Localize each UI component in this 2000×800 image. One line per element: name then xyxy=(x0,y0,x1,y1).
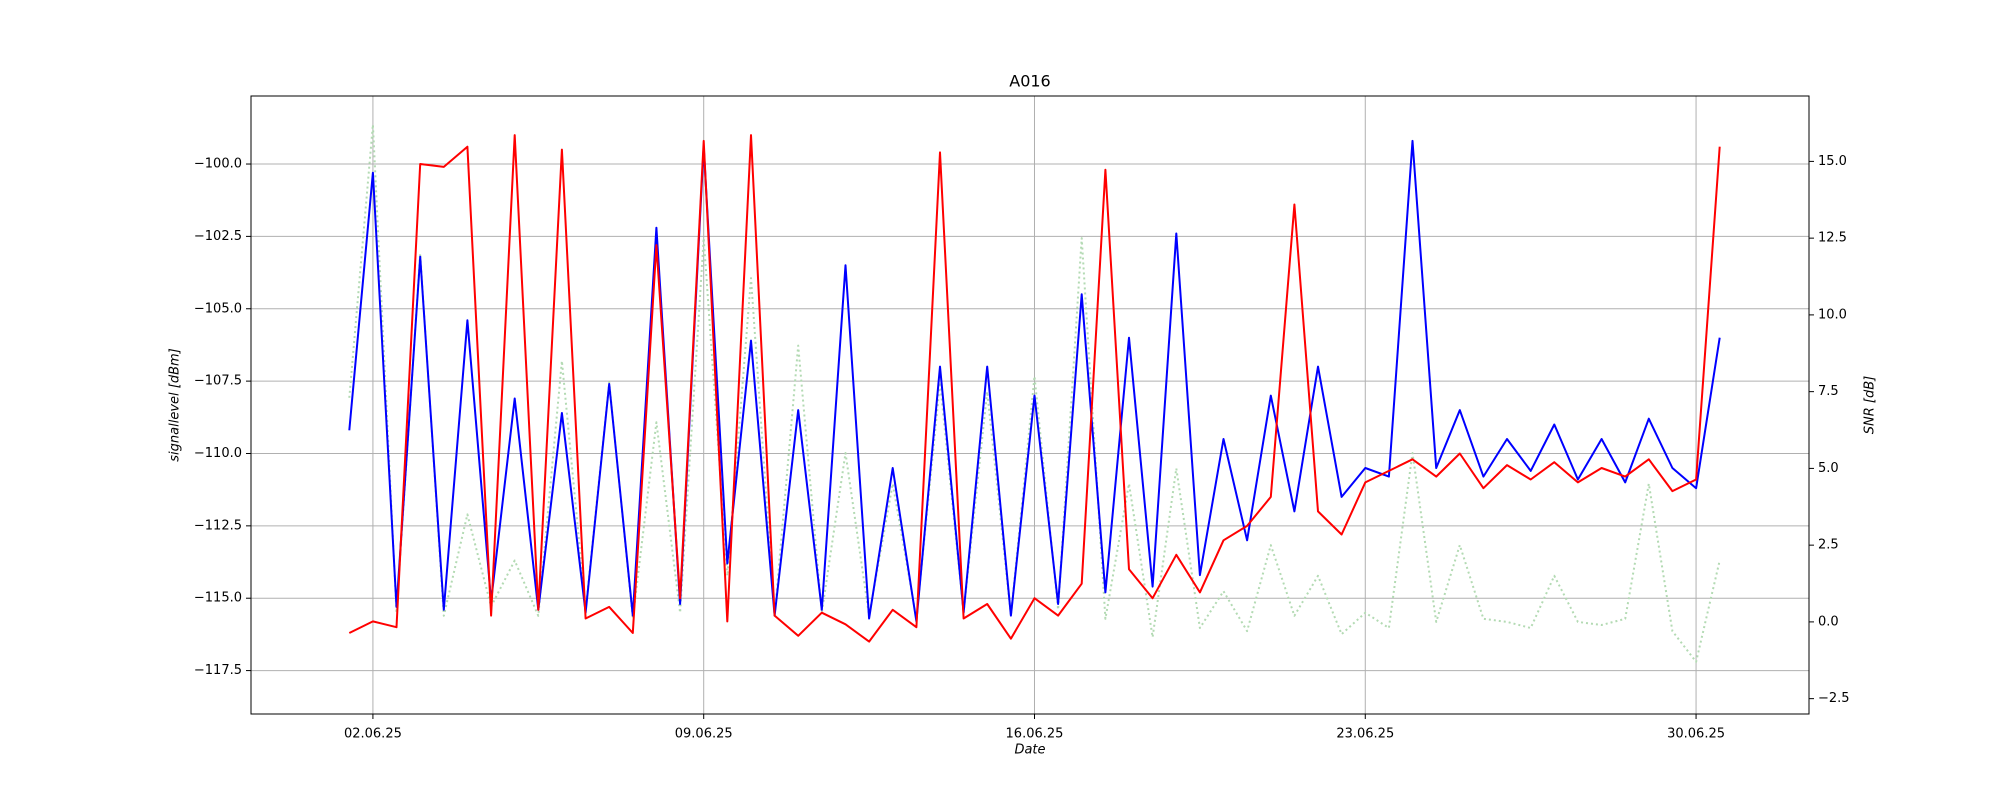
y-tick-label: −105.0 xyxy=(194,301,242,316)
x-tick-label: 02.06.25 xyxy=(344,727,402,742)
y-tick-label: −102.5 xyxy=(194,229,242,244)
y2-tick-label: −2.5 xyxy=(1818,691,1850,706)
x-axis-label: Date xyxy=(1014,743,1045,758)
y-tick-label: −100.0 xyxy=(194,157,242,172)
data-line xyxy=(348,139,1721,623)
y-tick-label: −107.5 xyxy=(194,374,242,389)
y2-tick-label: 2.5 xyxy=(1818,538,1839,553)
data-line xyxy=(348,134,1721,643)
plot-frame xyxy=(250,95,1810,715)
y-tick-label: −115.0 xyxy=(194,591,242,606)
y2-tick-label: 12.5 xyxy=(1818,231,1847,246)
x-tick-label: 30.06.25 xyxy=(1667,727,1725,742)
x-tick-label: 09.06.25 xyxy=(675,727,733,742)
y2-tick-label: 7.5 xyxy=(1818,384,1839,399)
y2-tick-label: 10.0 xyxy=(1818,307,1847,322)
y-axis-label: signallevel [dBm] xyxy=(168,348,183,461)
x-tick-label: 16.06.25 xyxy=(1006,727,1064,742)
y2-tick-label: 15.0 xyxy=(1818,154,1847,169)
y2-tick-label: 0.0 xyxy=(1818,614,1839,629)
y-tick-label: −112.5 xyxy=(194,518,242,533)
y2-tick-label: 5.0 xyxy=(1818,461,1839,476)
y2-axis-label: SNR [dB] xyxy=(1863,376,1878,434)
y-tick-label: −110.0 xyxy=(194,446,242,461)
chart-title: A016 xyxy=(1009,72,1050,91)
x-tick-label: 23.06.25 xyxy=(1336,727,1394,742)
y-tick-label: −117.5 xyxy=(194,663,242,678)
